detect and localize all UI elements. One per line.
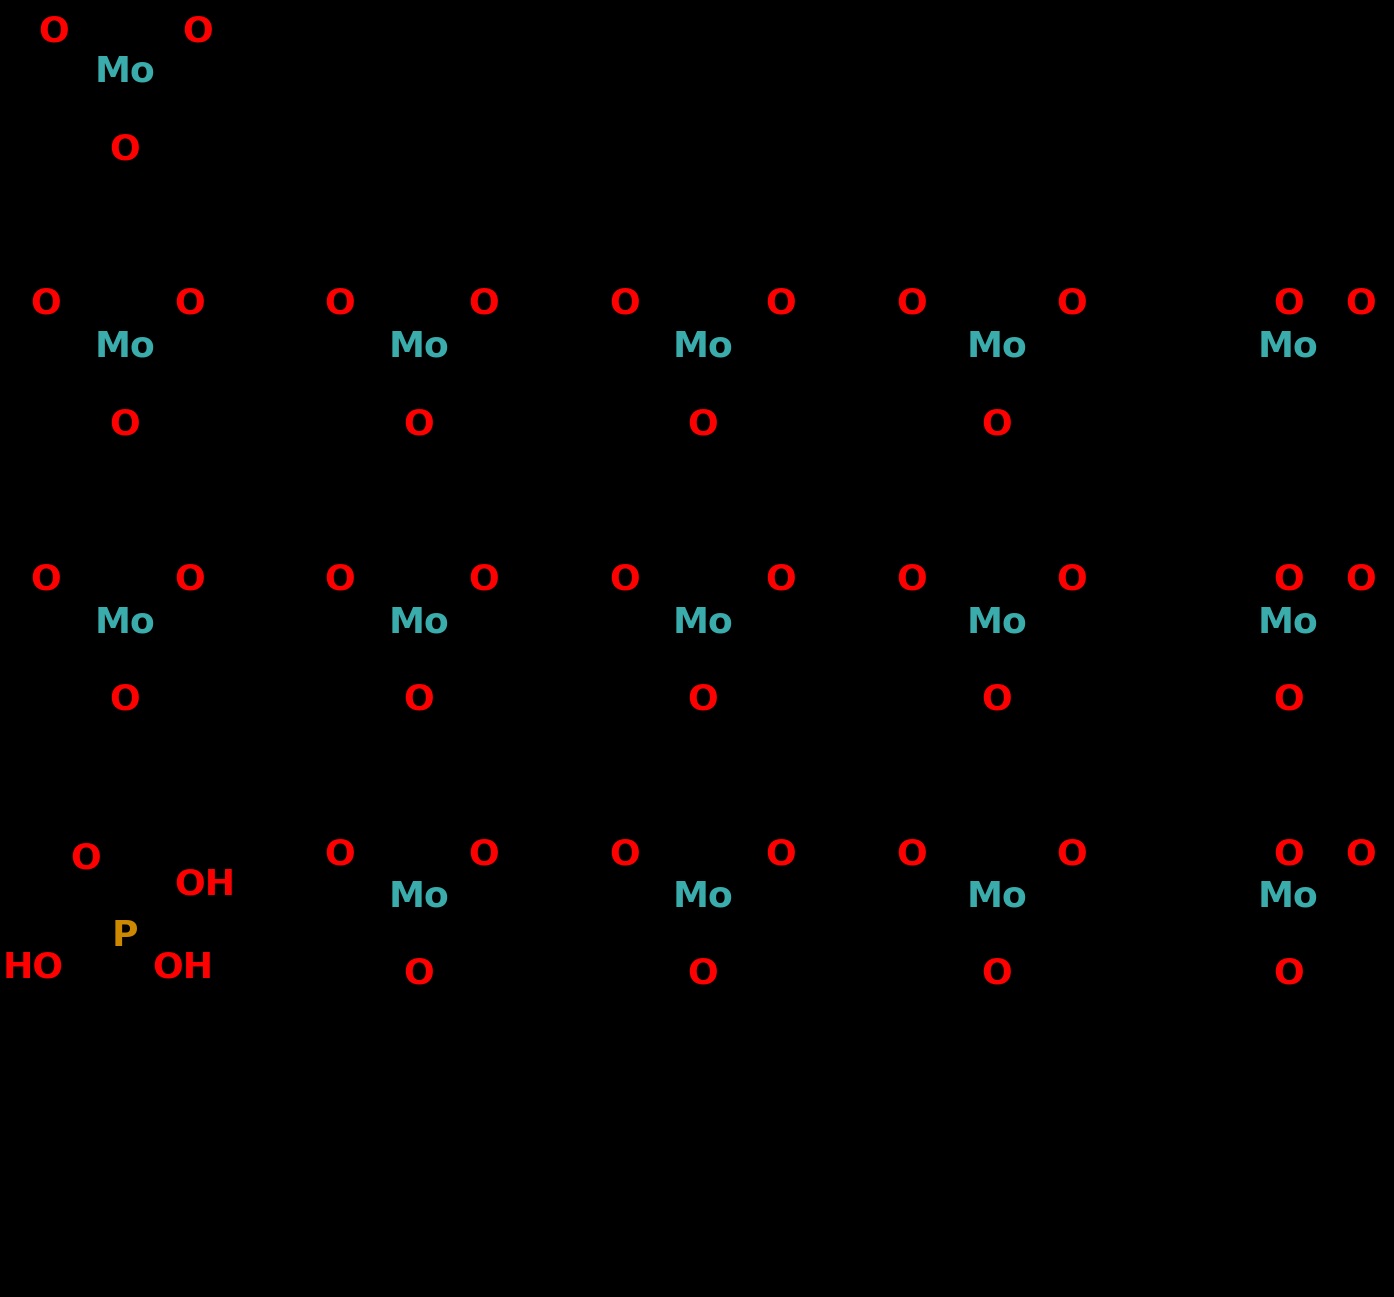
Text: O: O xyxy=(1273,957,1303,991)
Text: O: O xyxy=(1345,287,1376,320)
Text: O: O xyxy=(765,287,796,320)
Text: O: O xyxy=(1055,563,1087,597)
Text: O: O xyxy=(323,563,354,597)
Text: O: O xyxy=(981,682,1012,717)
Text: Mo: Mo xyxy=(1257,606,1319,639)
Text: O: O xyxy=(765,837,796,872)
Text: Mo: Mo xyxy=(1257,329,1319,363)
Text: O: O xyxy=(468,837,499,872)
Text: HO: HO xyxy=(3,951,64,984)
Text: O: O xyxy=(174,287,205,320)
Text: O: O xyxy=(403,407,435,442)
Text: O: O xyxy=(468,563,499,597)
Text: O: O xyxy=(31,563,61,597)
Text: Mo: Mo xyxy=(95,54,155,88)
Text: Mo: Mo xyxy=(95,606,155,639)
Text: O: O xyxy=(1273,287,1303,320)
Text: O: O xyxy=(323,287,354,320)
Text: O: O xyxy=(323,837,354,872)
Text: O: O xyxy=(1345,837,1376,872)
Text: O: O xyxy=(403,957,435,991)
Text: O: O xyxy=(896,563,927,597)
Text: O: O xyxy=(765,563,796,597)
Text: O: O xyxy=(609,837,640,872)
Text: O: O xyxy=(110,682,141,717)
Text: O: O xyxy=(981,957,1012,991)
Text: Mo: Mo xyxy=(95,329,155,363)
Text: O: O xyxy=(1273,682,1303,717)
Text: OH: OH xyxy=(152,951,213,984)
Text: Mo: Mo xyxy=(672,606,733,639)
Text: O: O xyxy=(110,407,141,442)
Text: O: O xyxy=(468,287,499,320)
Text: O: O xyxy=(70,842,100,875)
Text: Mo: Mo xyxy=(389,329,449,363)
Text: O: O xyxy=(1055,837,1087,872)
Text: Mo: Mo xyxy=(1257,879,1319,913)
Text: O: O xyxy=(687,957,718,991)
Text: P: P xyxy=(112,918,138,953)
Text: O: O xyxy=(609,563,640,597)
Text: O: O xyxy=(981,407,1012,442)
Text: O: O xyxy=(896,837,927,872)
Text: O: O xyxy=(1055,287,1087,320)
Text: O: O xyxy=(687,407,718,442)
Text: O: O xyxy=(174,563,205,597)
Text: O: O xyxy=(403,682,435,717)
Text: O: O xyxy=(609,287,640,320)
Text: O: O xyxy=(687,682,718,717)
Text: Mo: Mo xyxy=(672,879,733,913)
Text: O: O xyxy=(896,287,927,320)
Text: O: O xyxy=(1273,837,1303,872)
Text: O: O xyxy=(110,134,141,167)
Text: O: O xyxy=(1273,563,1303,597)
Text: OH: OH xyxy=(174,868,236,901)
Text: O: O xyxy=(183,14,213,48)
Text: O: O xyxy=(1345,563,1376,597)
Text: O: O xyxy=(38,14,68,48)
Text: O: O xyxy=(31,287,61,320)
Text: Mo: Mo xyxy=(966,329,1027,363)
Text: Mo: Mo xyxy=(966,606,1027,639)
Text: Mo: Mo xyxy=(389,879,449,913)
Text: Mo: Mo xyxy=(966,879,1027,913)
Text: Mo: Mo xyxy=(389,606,449,639)
Text: Mo: Mo xyxy=(672,329,733,363)
